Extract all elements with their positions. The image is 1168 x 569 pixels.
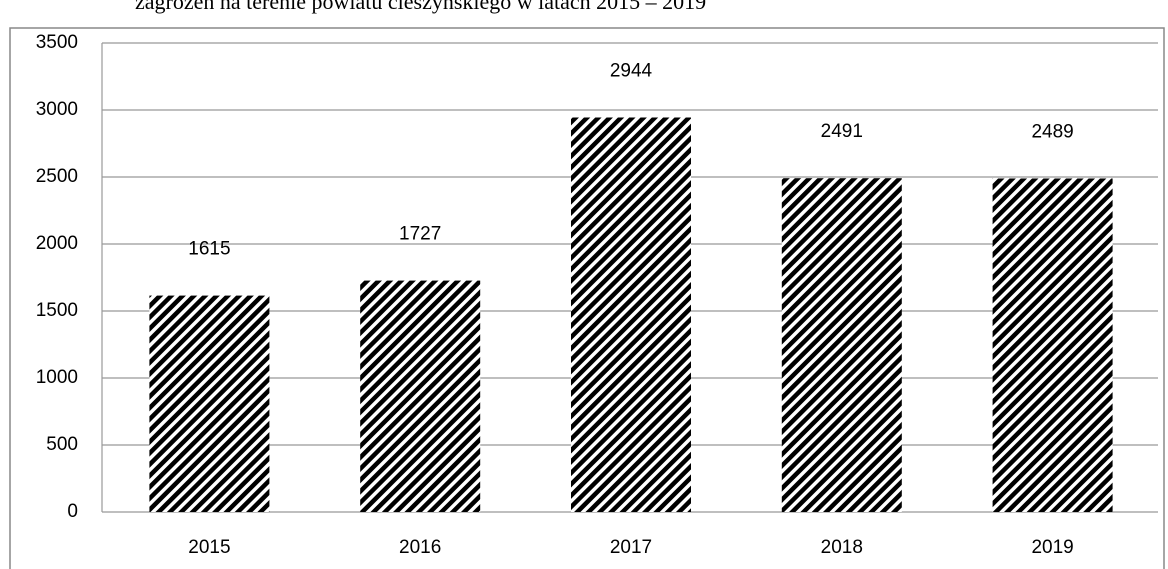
bar	[360, 280, 481, 512]
y-tick-label: 0	[67, 501, 78, 522]
data-label: 2489	[1031, 121, 1073, 142]
y-tick-label: 500	[46, 434, 78, 455]
y-tick-label: 1500	[36, 300, 78, 321]
x-tick-label: 2019	[1031, 537, 1073, 558]
y-tick-label: 3500	[36, 32, 78, 53]
bar	[149, 295, 270, 512]
x-tick-label: 2017	[610, 537, 652, 558]
data-label: 1727	[399, 224, 441, 245]
bar	[781, 178, 902, 512]
chart-title: zagrożeń na terenie powiatu cieszyńskieg…	[135, 0, 706, 14]
bar	[992, 178, 1113, 512]
x-tick-label: 2018	[821, 537, 863, 558]
y-tick-label: 1000	[36, 367, 78, 388]
data-label: 2944	[610, 61, 653, 82]
x-tick-label: 2015	[188, 537, 230, 558]
bar	[571, 117, 691, 512]
y-tick-label: 2500	[36, 166, 78, 187]
data-label: 1615	[188, 239, 230, 260]
y-tick-label: 2000	[36, 233, 78, 254]
data-label: 2491	[821, 121, 863, 142]
chart-border	[9, 27, 1165, 569]
y-tick-label: 3000	[36, 99, 78, 120]
x-tick-label: 2016	[399, 537, 441, 558]
